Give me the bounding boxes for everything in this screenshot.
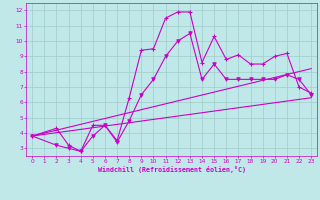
X-axis label: Windchill (Refroidissement éolien,°C): Windchill (Refroidissement éolien,°C): [98, 166, 246, 173]
